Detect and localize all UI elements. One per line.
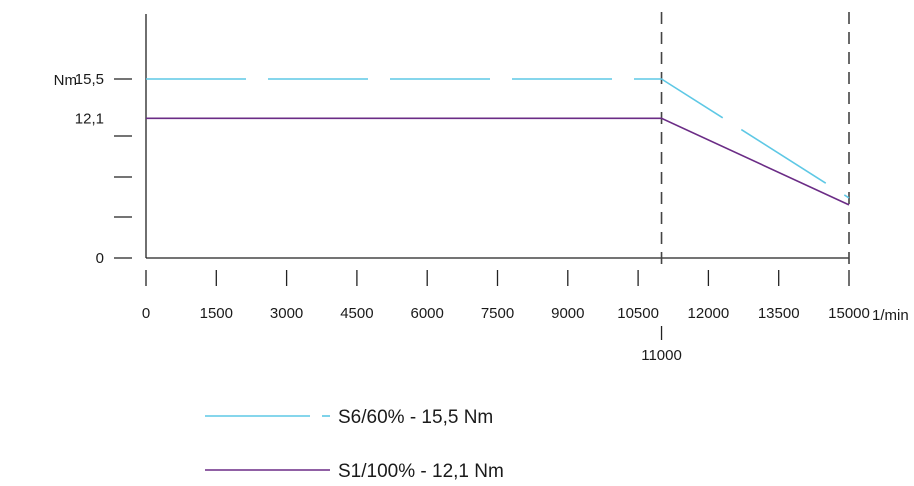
- series-line: [146, 117, 850, 206]
- legend-label: S6/60% - 15,5 Nm: [338, 407, 493, 428]
- x-tick-label: 6000: [411, 305, 444, 322]
- x-tick-label: 12000: [688, 305, 730, 322]
- series-lines: [146, 78, 850, 206]
- x-tick-label: 4500: [340, 305, 373, 322]
- axes: [145, 14, 849, 259]
- y-tick-label: 0: [96, 250, 104, 267]
- x-unit-label: 1/min: [872, 307, 909, 324]
- y-unit-label: Nm: [54, 72, 77, 89]
- x-tick-label: 3000: [270, 305, 303, 322]
- y-tick-label: 12,1: [75, 110, 104, 127]
- x-tick-label: 15000: [828, 305, 870, 322]
- x-tick-label: 7500: [481, 305, 514, 322]
- x-tick-label: 1500: [200, 305, 233, 322]
- x-tick-label: 0: [142, 305, 150, 322]
- x-tick-label: 10500: [617, 305, 659, 322]
- x-tick-label: 9000: [551, 305, 584, 322]
- y-tick-label: 15,5: [75, 71, 104, 88]
- axis-labels: Nm 1/min: [54, 72, 909, 324]
- legend-label: S1/100% - 12,1 Nm: [338, 461, 504, 482]
- x-tick-label: 13500: [758, 305, 800, 322]
- x-ticks: 0 1500 3000 4500 6000 7500 9000 10500 12000 13500…: [142, 270, 870, 364]
- vertical-reference-lines: [660, 12, 850, 272]
- x-extra-tick-label: 11000: [641, 347, 682, 364]
- y-ticks: 15,5 12,1 0: [75, 71, 132, 267]
- legend: S6/60% - 15,5 Nm S1/100% - 12,1 Nm: [205, 407, 504, 482]
- series-line: [146, 78, 850, 199]
